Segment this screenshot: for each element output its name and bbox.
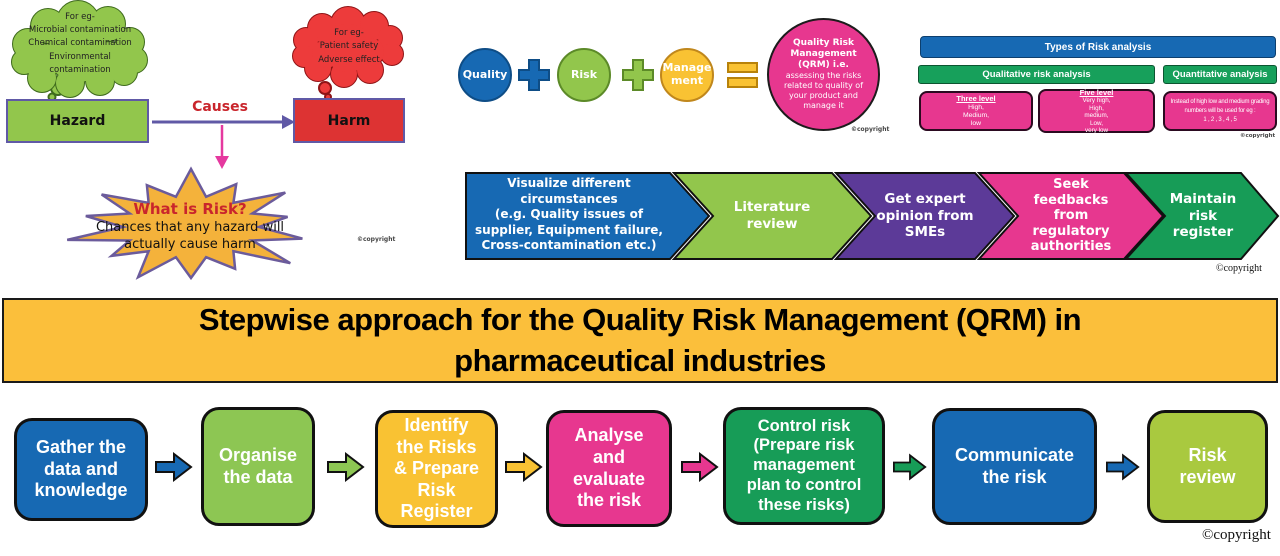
quantitative-detail-box: Instead of high low and medium grading n…	[1163, 91, 1277, 131]
plus-icon	[518, 59, 550, 91]
qrm-result-circle: Quality Risk Management (QRM) i.e. asses…	[767, 18, 880, 131]
step-gather-data: Gather the data and knowledge	[14, 418, 148, 521]
harm-box: Harm	[293, 98, 405, 143]
assessment-step-4-label: Seek feedbacks from regulatory authoriti…	[1030, 177, 1112, 255]
causes-label: Causes	[192, 99, 248, 115]
banner: Stepwise approach for the Quality Risk M…	[2, 298, 1278, 383]
quantitative-bar: Quantitative analysis	[1163, 65, 1277, 84]
three-level-title: Three level	[956, 94, 996, 104]
risk-starburst-shape	[66, 166, 303, 281]
assessment-step-5-label: Maintain risk register	[1169, 190, 1237, 241]
copyright-assessment-flow: ©copyright	[1216, 263, 1262, 274]
assessment-step-1-label: Visualize different circumstances (e.g. …	[475, 176, 663, 253]
right-arrow-icon	[155, 452, 193, 482]
hazard-cloud-text: For eg- Microbial contamination Chemical…	[28, 12, 132, 75]
five-level-box: Five level Very high, High, medium, Low,…	[1038, 87, 1155, 135]
harm-cloud-shape	[292, 6, 404, 100]
right-arrow-icon	[327, 452, 365, 482]
chevron-register	[1123, 172, 1280, 260]
five-level-body: Very high, High, medium, Low, very low	[1082, 97, 1111, 135]
risk-analysis-title-bar: Types of Risk analysis	[920, 36, 1276, 58]
copyright-equation: ©copyright	[851, 126, 890, 133]
risk-star-title: What is Risk?	[133, 200, 247, 219]
step-analyse-evaluate: Analyse and evaluate the risk	[546, 410, 672, 527]
chevron-visualize	[465, 172, 711, 260]
management-label: Manage ment	[662, 61, 712, 87]
step-communicate-risk: Communicate the risk	[932, 408, 1097, 525]
copyright-bottom: ©copyright	[1202, 527, 1271, 543]
hazard-label: Hazard	[49, 113, 106, 129]
quality-circle: Quality	[458, 48, 512, 102]
step-identify-risks: Identify the Risks & Prepare Risk Regist…	[375, 410, 498, 528]
management-circle: Manage ment	[660, 48, 714, 102]
quantitative-heading: Quantitative analysis	[1172, 69, 1268, 80]
right-arrow-icon	[1106, 453, 1140, 481]
right-arrow-icon	[505, 452, 543, 482]
step-risk-review: Risk review	[1147, 410, 1268, 523]
hazard-cloud-shape	[11, 0, 148, 102]
qrm-result-body: assessing the risks related to quality o…	[783, 71, 864, 111]
right-arrow-icon	[893, 453, 927, 481]
harm-label: Harm	[327, 112, 371, 129]
risk-starburst-text: What is Risk? Chances that any hazard wi…	[88, 194, 292, 260]
harm-cloud-text: For eg- Patient safety Adverse effect	[318, 28, 380, 65]
qualitative-bar: Qualitative risk analysis	[918, 65, 1155, 84]
banner-title: Stepwise approach for the Quality Risk M…	[198, 302, 1082, 378]
qrm-result-title: Quality Risk Management (QRM) i.e.	[790, 37, 857, 71]
chevron-expert	[833, 172, 1016, 260]
risk-analysis-title: Types of Risk analysis	[1044, 41, 1152, 53]
hazard-box: Hazard	[6, 99, 149, 143]
quantitative-body: Instead of high low and medium grading n…	[1170, 98, 1270, 123]
assessment-step-2-label: Literature review	[733, 199, 811, 232]
causes-arrow-icon	[152, 115, 295, 169]
risk-circle: Risk	[557, 48, 611, 102]
copyright-hazard: ©copyright	[357, 236, 396, 243]
quality-label: Quality	[462, 67, 508, 81]
step-organise-data: Organise the data	[201, 407, 315, 526]
risk-label: Risk	[570, 67, 598, 81]
chevron-literature	[671, 172, 873, 260]
copyright-risk-analysis: ©copyright	[1240, 133, 1276, 139]
risk-star-body: Chances that any hazard will actually ca…	[95, 220, 285, 252]
assessment-step-3-label: Get expert opinion from SMEs	[876, 190, 974, 241]
step-control-risk: Control risk (Prepare risk management pl…	[723, 407, 885, 525]
equals-icon	[727, 62, 758, 88]
five-level-title: Five level	[1079, 87, 1114, 97]
right-arrow-icon	[681, 452, 719, 482]
three-level-body: High, Medium, low	[962, 103, 990, 127]
assessment-flow-chevrons	[465, 172, 1280, 260]
chevron-feedback	[976, 172, 1165, 260]
plus-icon	[622, 59, 654, 91]
three-level-box: Three level High, Medium, low	[919, 91, 1033, 131]
qualitative-heading: Qualitative risk analysis	[982, 69, 1091, 80]
